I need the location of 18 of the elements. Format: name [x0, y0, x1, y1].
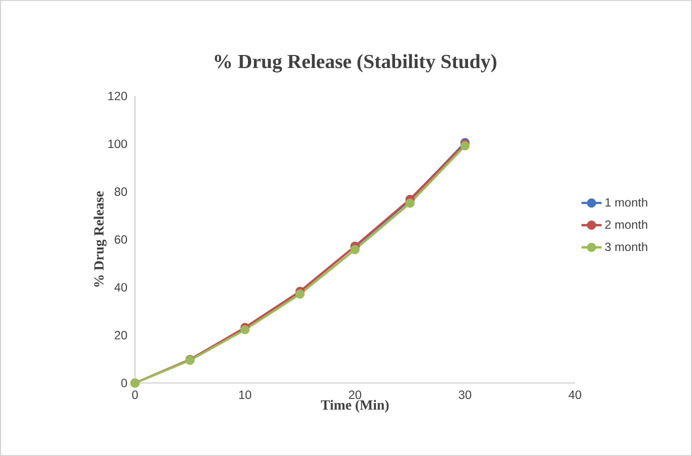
legend-label: 2 month [605, 220, 648, 229]
y-tick-label: 120 [108, 92, 128, 100]
x-tick-label: 10 [239, 390, 252, 400]
y-tick-label: 60 [114, 235, 128, 244]
y-tick-label: 20 [114, 330, 128, 340]
legend-label: 3 month [605, 242, 648, 252]
x-tick-label: 30 [458, 390, 472, 400]
y-tick-label: 100 [108, 140, 128, 148]
x-tick-label: 20 [348, 390, 362, 400]
y-axis-title: % Drug Release [94, 191, 107, 287]
legend-label: 1 month [606, 198, 648, 207]
x-tick-label: 0 [132, 390, 138, 400]
y-tick-label: 40 [114, 283, 128, 292]
y-tick-label: 80 [114, 187, 128, 196]
x-tick-label: 40 [568, 390, 582, 400]
x-axis-title: Time (Min) [320, 400, 389, 413]
chart-title: % Drug Release (Stability Study) [214, 54, 496, 72]
y-tick-label: 0 [121, 378, 128, 388]
